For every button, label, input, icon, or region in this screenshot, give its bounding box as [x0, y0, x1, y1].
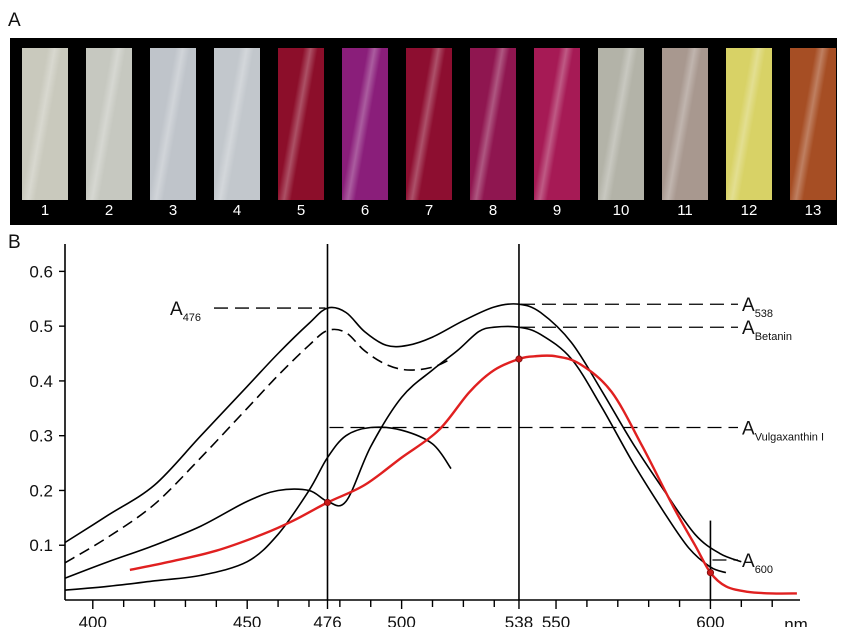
y-tick-label: 0.1	[29, 536, 53, 555]
x-tick-label: 538	[505, 613, 533, 627]
sample-swatch-3	[150, 48, 196, 200]
sample-swatch-4	[214, 48, 260, 200]
sample-swatch-12	[726, 48, 772, 200]
x-axis-unit-label: nm	[784, 615, 808, 627]
spectrum-curve-4	[64, 426, 452, 591]
annotation-label-4: A600	[742, 551, 773, 576]
y-tick-label: 0.3	[29, 427, 53, 446]
sample-swatch-6	[342, 48, 388, 200]
sample-number-7: 7	[424, 202, 434, 219]
sample-number-5: 5	[296, 202, 306, 219]
y-tick-label: 0.5	[29, 317, 53, 336]
annotation-label-2: ABetanin	[742, 318, 792, 343]
panel-a-label: A	[8, 10, 21, 31]
y-tick-label: 0.2	[29, 481, 53, 500]
x-tick-label: 550	[542, 613, 570, 627]
sample-number-1: 1	[40, 202, 50, 219]
sample-swatch-9	[534, 48, 580, 200]
annotation-label-0: A476	[170, 299, 201, 324]
y-tick-label: 0.4	[29, 372, 53, 391]
sample-number-11: 11	[677, 202, 693, 219]
x-tick-label: 400	[79, 613, 107, 627]
sample-swatch-8	[470, 48, 516, 200]
sample-swatch-1	[22, 48, 68, 200]
x-tick-label: 476	[313, 613, 341, 627]
x-tick-label: 500	[387, 613, 415, 627]
sample-number-13: 13	[804, 202, 822, 219]
annotation-label-1: A538	[742, 295, 773, 320]
intersection-marker-2	[706, 569, 715, 577]
sample-swatch-11	[662, 48, 708, 200]
spectrum-curve-1	[64, 303, 742, 563]
sample-number-10: 10	[612, 202, 630, 219]
spectrum-curve-3	[64, 325, 727, 579]
spectrum-curve-5	[129, 354, 797, 595]
sample-swatch-13	[790, 48, 836, 200]
sample-swatch-2	[86, 48, 132, 200]
sample-swatch-7	[406, 48, 452, 200]
absorbance-spectrum-chart: 0.1 0.2 0.3 0.4 0.5 0.6 400 450 476 500 538 550 600 n…	[29, 244, 824, 627]
sample-number-12: 12	[740, 202, 758, 219]
sample-number-6: 6	[360, 202, 370, 219]
x-tick-label: 600	[696, 613, 724, 627]
intersection-marker-1	[515, 355, 523, 363]
annotation-label-3: AVulgaxanthin I	[742, 418, 824, 443]
panel-b-label: B	[8, 232, 21, 253]
sample-swatch-10	[598, 48, 644, 200]
sample-number-2: 2	[104, 202, 114, 219]
sample-number-9: 9	[552, 202, 562, 219]
intersection-marker-0	[323, 498, 332, 507]
sample-strip: 1 2 3 4 5 6 7 8 9 10 11 12 13	[10, 38, 837, 225]
y-tick-label: 0.6	[29, 262, 53, 281]
sample-number-3: 3	[168, 202, 178, 219]
sample-number-4: 4	[232, 202, 242, 219]
sample-number-8: 8	[488, 202, 498, 219]
spectrum-curve-2	[64, 328, 452, 564]
x-tick-label: 450	[233, 613, 261, 627]
sample-swatch-5	[278, 48, 324, 200]
